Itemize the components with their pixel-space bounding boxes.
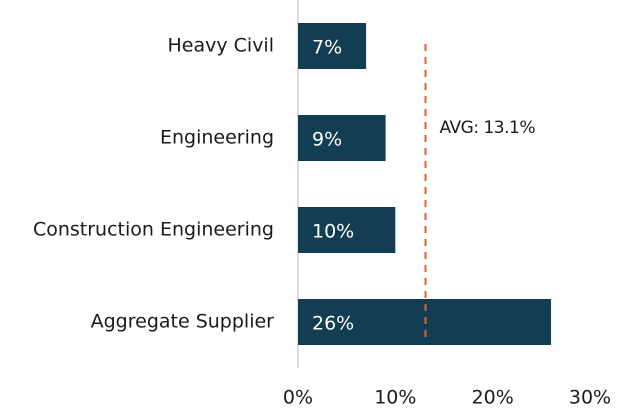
value-label: 7% — [312, 37, 342, 59]
y-tick-label: Construction Engineering — [33, 219, 274, 241]
x-tick-label: 10% — [374, 387, 416, 409]
x-tick-label: 20% — [472, 387, 514, 409]
y-tick-label: Engineering — [160, 127, 274, 149]
value-label: 10% — [312, 221, 354, 243]
value-label: 9% — [312, 129, 342, 151]
y-tick-label: Heavy Civil — [168, 35, 275, 57]
value-label: 26% — [312, 313, 354, 335]
bar — [298, 115, 386, 161]
bar — [298, 23, 367, 69]
x-tick-label: 30% — [569, 387, 611, 409]
average-label: AVG: 13.1% — [440, 118, 536, 138]
x-tick-label: 0% — [283, 387, 313, 409]
y-tick-label: Aggregate Supplier — [91, 311, 275, 333]
bar — [298, 207, 396, 253]
